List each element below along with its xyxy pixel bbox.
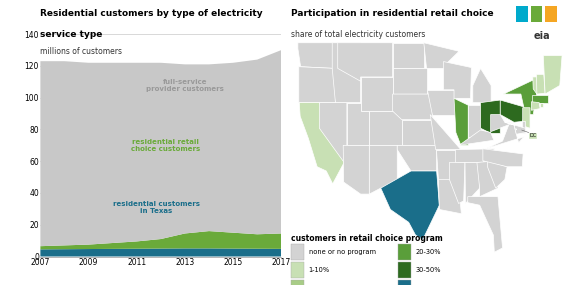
Polygon shape <box>402 120 436 145</box>
Polygon shape <box>393 43 424 68</box>
Polygon shape <box>504 77 539 115</box>
Text: Residential customers by type of electricity: Residential customers by type of electri… <box>40 9 263 18</box>
Polygon shape <box>320 103 347 162</box>
Polygon shape <box>361 77 393 111</box>
Polygon shape <box>490 115 513 132</box>
Polygon shape <box>539 103 544 107</box>
Polygon shape <box>424 43 459 68</box>
Polygon shape <box>459 130 494 145</box>
Text: 20-30%: 20-30% <box>415 249 441 255</box>
Polygon shape <box>500 100 527 122</box>
Text: DC: DC <box>529 133 537 138</box>
Polygon shape <box>436 150 458 180</box>
Polygon shape <box>488 161 507 188</box>
Polygon shape <box>468 197 503 252</box>
Polygon shape <box>449 162 465 203</box>
Polygon shape <box>426 90 456 115</box>
Polygon shape <box>477 161 498 197</box>
Polygon shape <box>439 180 462 214</box>
Bar <box>545 6 557 22</box>
Bar <box>531 6 542 22</box>
Polygon shape <box>533 77 541 94</box>
Polygon shape <box>332 43 361 103</box>
Polygon shape <box>454 98 468 145</box>
Text: share of total electricity customers: share of total electricity customers <box>291 30 426 39</box>
Text: 30-50%: 30-50% <box>415 267 441 273</box>
Polygon shape <box>483 149 523 167</box>
Text: service type: service type <box>40 30 103 39</box>
Polygon shape <box>444 62 471 98</box>
Polygon shape <box>343 145 369 194</box>
Polygon shape <box>430 115 461 150</box>
Text: full-service
provider customers: full-service provider customers <box>146 79 224 92</box>
Polygon shape <box>298 43 333 68</box>
Polygon shape <box>481 100 500 133</box>
Polygon shape <box>465 162 479 203</box>
Polygon shape <box>533 95 548 103</box>
Polygon shape <box>397 145 437 171</box>
Polygon shape <box>523 108 530 128</box>
Polygon shape <box>486 123 524 149</box>
Polygon shape <box>468 105 481 137</box>
Polygon shape <box>393 94 433 120</box>
Polygon shape <box>369 111 402 145</box>
Polygon shape <box>455 149 494 162</box>
Bar <box>516 6 528 22</box>
Text: customers in retail choice program: customers in retail choice program <box>291 234 443 243</box>
Text: eia: eia <box>534 31 550 41</box>
Polygon shape <box>515 129 517 130</box>
Text: millions of customers: millions of customers <box>40 47 122 56</box>
Polygon shape <box>522 121 526 133</box>
Polygon shape <box>381 171 439 239</box>
Polygon shape <box>299 67 335 103</box>
Text: mandatory program: mandatory program <box>415 284 483 285</box>
Polygon shape <box>473 68 491 103</box>
Text: Participation in residential retail choice: Participation in residential retail choi… <box>291 9 494 18</box>
Text: 10-20%: 10-20% <box>309 284 334 285</box>
Polygon shape <box>347 103 369 145</box>
Text: 1-10%: 1-10% <box>309 267 330 273</box>
Polygon shape <box>338 43 393 81</box>
Text: none or no program: none or no program <box>309 249 376 255</box>
Polygon shape <box>537 74 545 94</box>
Polygon shape <box>544 56 562 94</box>
Polygon shape <box>531 102 540 110</box>
Text: residential customers
in Texas: residential customers in Texas <box>113 201 200 214</box>
Polygon shape <box>369 145 397 194</box>
Polygon shape <box>393 68 426 94</box>
Polygon shape <box>299 103 344 184</box>
Text: residential retail
choice customers: residential retail choice customers <box>131 139 200 152</box>
Polygon shape <box>505 122 526 134</box>
